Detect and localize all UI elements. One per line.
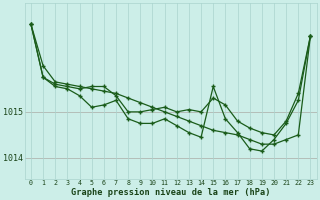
X-axis label: Graphe pression niveau de la mer (hPa): Graphe pression niveau de la mer (hPa)	[71, 188, 270, 197]
